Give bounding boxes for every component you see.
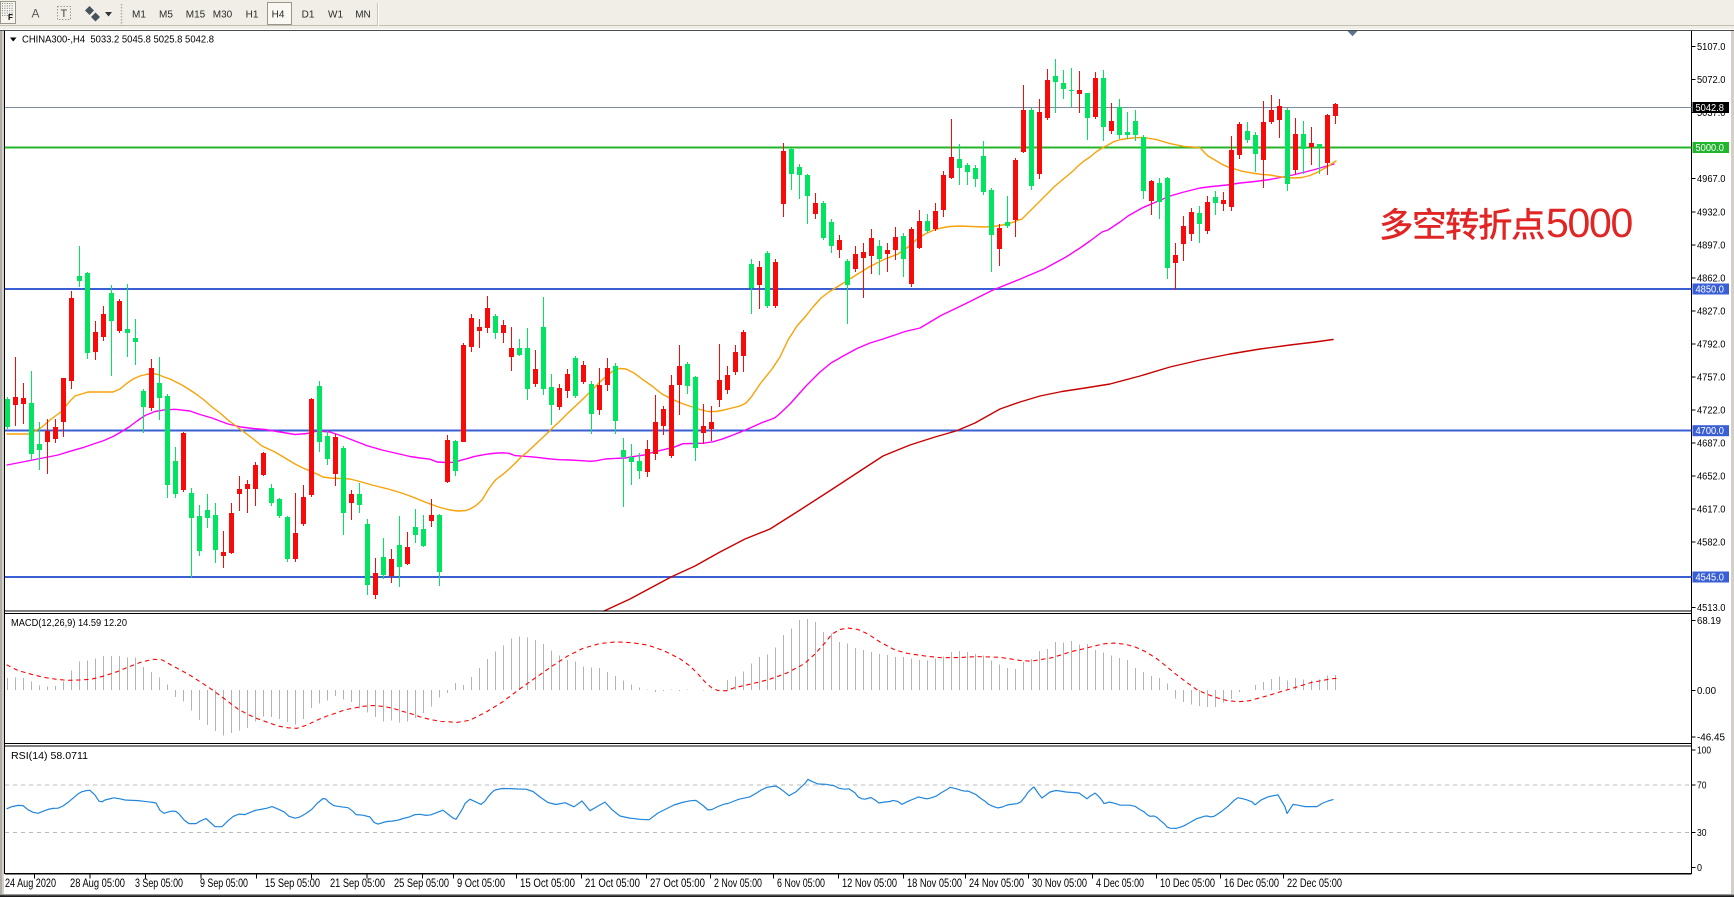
svg-text:M5: M5 — [159, 10, 173, 21]
svg-text:12 Nov 05:00: 12 Nov 05:00 — [842, 876, 897, 890]
svg-text:F: F — [8, 13, 13, 22]
svg-text:CHINA300-,H4 5033.2 5045.8 50: CHINA300-,H4 5033.2 5045.8 5025.8 5042.8 — [22, 34, 214, 46]
svg-text:16 Dec 05:00: 16 Dec 05:00 — [1224, 876, 1279, 890]
svg-text:4687.0: 4687.0 — [1697, 439, 1726, 450]
svg-text:0: 0 — [1697, 863, 1702, 874]
svg-text:30: 30 — [1697, 828, 1707, 839]
svg-text:4513.0: 4513.0 — [1697, 603, 1726, 614]
svg-text:RSI(14) 58.0711: RSI(14) 58.0711 — [11, 750, 88, 762]
svg-text:4862.0: 4862.0 — [1697, 273, 1726, 284]
svg-text:H1: H1 — [246, 10, 259, 21]
svg-text:5042.8: 5042.8 — [1696, 103, 1725, 114]
svg-text:MN: MN — [355, 10, 371, 21]
svg-text:4757.0: 4757.0 — [1697, 372, 1726, 383]
svg-text:21 Oct 05:00: 21 Oct 05:00 — [585, 876, 640, 890]
svg-text:T: T — [61, 8, 68, 20]
svg-text:4617.0: 4617.0 — [1697, 505, 1726, 516]
svg-text:4792.0: 4792.0 — [1697, 339, 1726, 350]
svg-text:15 Sep 05:00: 15 Sep 05:00 — [265, 876, 320, 890]
svg-text:2 Nov 05:00: 2 Nov 05:00 — [714, 876, 762, 890]
svg-text:4582.0: 4582.0 — [1697, 538, 1726, 549]
svg-text:28 Aug 05:00: 28 Aug 05:00 — [70, 876, 125, 890]
svg-text:22 Dec 05:00: 22 Dec 05:00 — [1287, 876, 1342, 890]
svg-text:M30: M30 — [213, 10, 233, 21]
svg-text:30 Nov 05:00: 30 Nov 05:00 — [1032, 876, 1087, 890]
svg-text:68.19: 68.19 — [1697, 616, 1721, 627]
svg-text:9 Oct 05:00: 9 Oct 05:00 — [457, 876, 505, 890]
svg-text:5000.0: 5000.0 — [1696, 143, 1725, 154]
svg-text:4897.0: 4897.0 — [1697, 240, 1726, 251]
svg-text:27 Oct 05:00: 27 Oct 05:00 — [650, 876, 705, 890]
svg-text:24 Nov 05:00: 24 Nov 05:00 — [969, 876, 1024, 890]
svg-text:4652.0: 4652.0 — [1697, 472, 1726, 483]
svg-text:4932.0: 4932.0 — [1697, 207, 1726, 218]
svg-text:4 Dec 05:00: 4 Dec 05:00 — [1096, 876, 1144, 890]
svg-text:21 Sep 05:00: 21 Sep 05:00 — [330, 876, 385, 890]
svg-text:H4: H4 — [272, 10, 285, 21]
svg-text:A: A — [32, 7, 40, 21]
svg-text:5107.0: 5107.0 — [1697, 42, 1726, 53]
svg-text:9 Sep 05:00: 9 Sep 05:00 — [200, 876, 248, 890]
svg-text:D1: D1 — [302, 10, 315, 21]
svg-text:4827.0: 4827.0 — [1697, 306, 1726, 317]
svg-text:MACD(12,26,9) 14.59 12.20: MACD(12,26,9) 14.59 12.20 — [11, 617, 127, 629]
svg-text:5072.0: 5072.0 — [1697, 75, 1726, 86]
svg-text:70: 70 — [1697, 781, 1707, 792]
svg-text:15 Oct 05:00: 15 Oct 05:00 — [520, 876, 575, 890]
svg-text:W1: W1 — [328, 10, 343, 21]
svg-text:4700.0: 4700.0 — [1696, 426, 1725, 437]
svg-text:3 Sep 05:00: 3 Sep 05:00 — [135, 876, 183, 890]
svg-text:-46.45: -46.45 — [1697, 733, 1725, 744]
svg-text:5037.0: 5037.0 — [1697, 108, 1726, 119]
svg-text:24 Aug 2020: 24 Aug 2020 — [5, 876, 56, 890]
svg-text:M15: M15 — [186, 10, 206, 21]
svg-text:25 Sep 05:00: 25 Sep 05:00 — [394, 876, 449, 890]
svg-text:10 Dec 05:00: 10 Dec 05:00 — [1160, 876, 1215, 890]
svg-text:M1: M1 — [132, 10, 146, 21]
svg-text:18 Nov 05:00: 18 Nov 05:00 — [907, 876, 962, 890]
svg-text:0.00: 0.00 — [1697, 686, 1716, 697]
svg-text:4722.0: 4722.0 — [1697, 405, 1726, 416]
svg-text:4545.0: 4545.0 — [1696, 573, 1725, 584]
svg-text:4967.0: 4967.0 — [1697, 174, 1726, 185]
svg-text:6 Nov 05:00: 6 Nov 05:00 — [777, 876, 825, 890]
svg-text:100: 100 — [1697, 745, 1711, 756]
svg-text:4850.0: 4850.0 — [1696, 285, 1725, 296]
